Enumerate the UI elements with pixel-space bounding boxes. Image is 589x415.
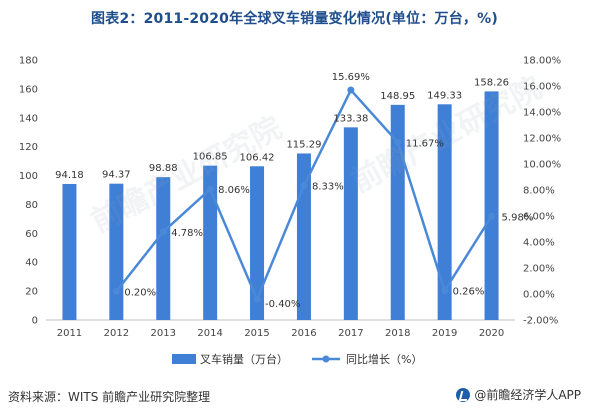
bar-sales [437, 104, 452, 320]
bar-data-label: 148.95 [380, 91, 415, 102]
publisher-logo: @前瞻经济学人APP [456, 386, 581, 403]
left-axis-tick-label: 40 [25, 258, 38, 269]
bar-data-label: 94.37 [102, 170, 131, 181]
legend-bar-label: 叉车销量（万台） [200, 352, 288, 366]
left-axis-tick-label: 140 [19, 113, 38, 124]
line-data-label: 0.20% [124, 287, 156, 298]
qianzhan-logo-icon [456, 387, 471, 402]
x-axis-tick-label: 2012 [104, 328, 129, 339]
right-axis-tick-label: 14.00% [523, 108, 561, 119]
bar-data-label: 94.18 [55, 170, 84, 181]
right-axis-tick-label: 18.00% [523, 56, 561, 67]
left-axis-tick-label: 100 [19, 171, 38, 182]
bar-data-label: 106.42 [240, 152, 275, 163]
publisher-logo-text: @前瞻经济学人APP [474, 388, 581, 402]
x-axis-tick-label: 2014 [197, 328, 222, 339]
legend-line-marker [322, 355, 330, 363]
x-axis-tick-label: 2016 [291, 328, 316, 339]
left-axis-tick-label: 80 [25, 200, 38, 211]
growth-point [394, 138, 402, 146]
growth-point [300, 182, 308, 190]
bar-data-label: 149.33 [427, 90, 462, 101]
line-data-label: 0.26% [453, 287, 485, 298]
left-axis-tick-label: 160 [19, 84, 38, 95]
chart-title: 图表2：2011-2020年全球叉车销量变化情况(单位：万台，%) [91, 11, 498, 27]
legend-bar-swatch [172, 354, 196, 364]
growth-point [206, 185, 214, 193]
left-axis-tick-label: 60 [25, 229, 38, 240]
growth-point [488, 212, 496, 220]
x-axis-tick-label: 2017 [338, 328, 363, 339]
right-axis-tick-label: 16.00% [523, 82, 561, 93]
right-axis-tick-label: 0.00% [523, 290, 555, 301]
bar-sales [390, 104, 405, 320]
bar-data-label: 115.29 [286, 139, 321, 150]
line-data-label: 11.67% [406, 138, 444, 149]
bar-sales [250, 166, 265, 320]
growth-point [159, 228, 167, 236]
bar-sales [203, 165, 218, 320]
left-axis-tick-label: 180 [19, 56, 38, 67]
right-axis-tick-label: 8.00% [523, 186, 555, 197]
line-data-label: 4.78% [171, 228, 203, 239]
bar-sales [484, 91, 499, 320]
line-data-label: 15.69% [332, 72, 370, 83]
right-axis-tick-label: -2.00% [523, 316, 558, 327]
line-data-label: 5.98% [502, 212, 534, 223]
source-note: 资料来源：WITS 前瞻产业研究院整理 [8, 390, 211, 404]
bar-sales [62, 183, 77, 320]
line-data-label: -0.40% [265, 299, 300, 310]
growth-point [441, 287, 449, 295]
x-axis-tick-label: 2011 [57, 328, 82, 339]
legend-line-label: 同比增长（%） [346, 352, 422, 366]
right-axis-tick-label: 6.00% [523, 212, 555, 223]
line-data-label: 8.33% [312, 182, 344, 193]
left-axis-tick-label: 120 [19, 142, 38, 153]
growth-point [253, 295, 261, 303]
x-axis-tick-label: 2018 [385, 328, 410, 339]
line-data-label: 8.06% [218, 185, 250, 196]
right-axis-tick-label: 2.00% [523, 264, 555, 275]
left-axis-tick-label: 0 [32, 316, 38, 327]
bar-sales [343, 127, 358, 320]
bar-data-label: 133.38 [333, 113, 368, 124]
bar-data-label: 98.88 [149, 163, 178, 174]
bar-data-label: 106.85 [193, 152, 228, 163]
x-axis-tick-label: 2013 [151, 328, 176, 339]
left-axis-tick-label: 20 [25, 287, 38, 298]
growth-point [112, 287, 120, 295]
right-axis-tick-label: 12.00% [523, 134, 561, 145]
right-axis-tick-label: 10.00% [523, 160, 561, 171]
right-axis-tick-label: 4.00% [523, 238, 555, 249]
combo-chart: 0 20 40 60 80 100 120 140 160 180 -2.00% 0.00% 2.00%… [19, 56, 561, 367]
x-axis-tick-label: 2020 [479, 328, 504, 339]
x-axis-tick-label: 2015 [244, 328, 269, 339]
bar-data-label: 158.26 [474, 77, 509, 88]
growth-point [347, 86, 355, 94]
x-axis-tick-label: 2019 [432, 328, 457, 339]
bar-sales [109, 183, 124, 320]
bar-sales [156, 177, 171, 320]
